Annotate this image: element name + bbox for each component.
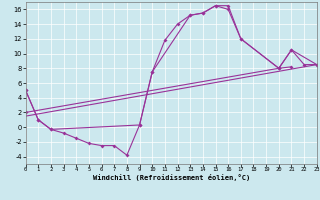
X-axis label: Windchill (Refroidissement éolien,°C): Windchill (Refroidissement éolien,°C) [92, 174, 250, 181]
